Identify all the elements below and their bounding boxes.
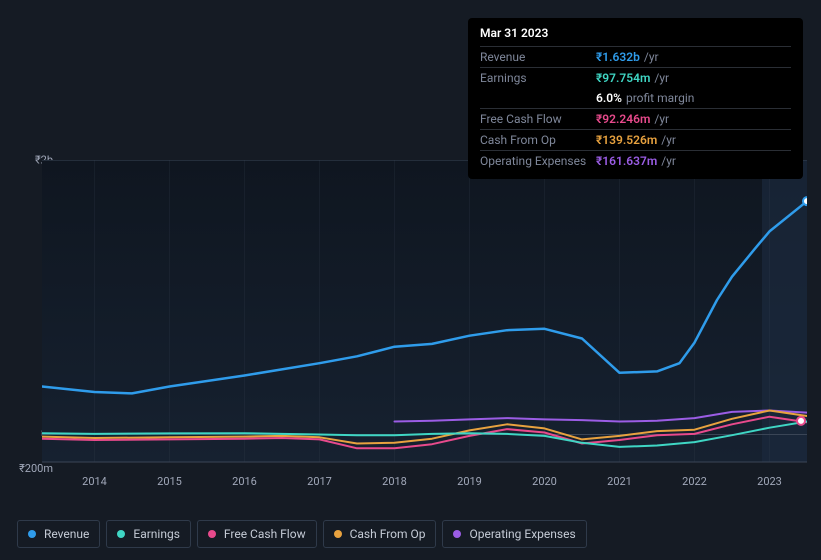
chart-area[interactable]: ₹2b₹0-₹200m 2014201520162017201820192020… xyxy=(17,160,807,480)
tooltip-value: ₹92.246m xyxy=(596,112,650,126)
legend-item-earnings[interactable]: Earnings xyxy=(106,520,191,548)
legend-item-revenue[interactable]: Revenue xyxy=(17,520,100,548)
tooltip-label: Cash From Op xyxy=(480,133,596,147)
x-axis-label: 2017 xyxy=(307,475,332,488)
legend-label: Operating Expenses xyxy=(469,527,575,541)
x-axis-label: 2014 xyxy=(82,475,107,488)
tooltip-value: ₹97.754m xyxy=(596,71,650,85)
tooltip-unit: /yr xyxy=(661,133,676,147)
legend-item-operating-expenses[interactable]: Operating Expenses xyxy=(442,520,586,548)
x-axis-label: 2019 xyxy=(457,475,482,488)
legend-dot xyxy=(334,530,342,538)
tooltip-row: Operating Expenses₹161.637m/yr xyxy=(480,150,791,171)
x-axis-label: 2020 xyxy=(532,475,557,488)
tooltip-value: ₹139.526m xyxy=(596,133,657,147)
x-axis-label: 2015 xyxy=(157,475,182,488)
tooltip-row: Revenue₹1.632b/yr xyxy=(480,46,791,67)
tooltip-unit: /yr xyxy=(644,50,659,64)
tooltip-sub-value: 6.0% xyxy=(596,91,622,105)
legend-dot xyxy=(208,530,216,538)
tooltip-sub-unit: profit margin xyxy=(626,91,694,105)
x-axis-label: 2018 xyxy=(382,475,407,488)
tooltip-unit: /yr xyxy=(654,71,669,85)
chart-legend: Revenue Earnings Free Cash Flow Cash From O… xyxy=(17,520,587,548)
tooltip-label: Operating Expenses xyxy=(480,154,596,168)
tooltip-row: Cash From Op₹139.526m/yr xyxy=(480,129,791,150)
tooltip-date: Mar 31 2023 xyxy=(480,26,791,46)
tooltip-subrow: 6.0% profit margin xyxy=(480,88,791,108)
legend-item-free-cash-flow[interactable]: Free Cash Flow xyxy=(197,520,317,548)
tooltip-label: Revenue xyxy=(480,50,596,64)
chart-tooltip: Mar 31 2023 Revenue₹1.632b/yrEarnings₹97… xyxy=(468,18,803,179)
legend-dot xyxy=(453,530,461,538)
tooltip-unit: /yr xyxy=(654,112,669,126)
legend-dot xyxy=(28,530,36,538)
x-axis-label: 2023 xyxy=(757,475,782,488)
tooltip-label: Free Cash Flow xyxy=(480,112,596,126)
legend-label: Cash From Op xyxy=(350,527,426,541)
x-axis-label: 2021 xyxy=(607,475,632,488)
legend-label: Revenue xyxy=(44,527,89,541)
tooltip-unit: /yr xyxy=(661,154,676,168)
tooltip-row: Earnings₹97.754m/yr xyxy=(480,67,791,88)
tooltip-value: ₹1.632b xyxy=(596,50,640,64)
x-axis-label: 2022 xyxy=(682,475,707,488)
line-chart xyxy=(42,160,807,480)
tooltip-row: Free Cash Flow₹92.246m/yr xyxy=(480,108,791,129)
x-axis-label: 2016 xyxy=(232,475,257,488)
legend-item-cash-from-op[interactable]: Cash From Op xyxy=(323,520,437,548)
tooltip-label: Earnings xyxy=(480,71,596,85)
tooltip-value: ₹161.637m xyxy=(596,154,657,168)
legend-label: Earnings xyxy=(133,527,180,541)
legend-label: Free Cash Flow xyxy=(224,527,306,541)
legend-dot xyxy=(117,530,125,538)
